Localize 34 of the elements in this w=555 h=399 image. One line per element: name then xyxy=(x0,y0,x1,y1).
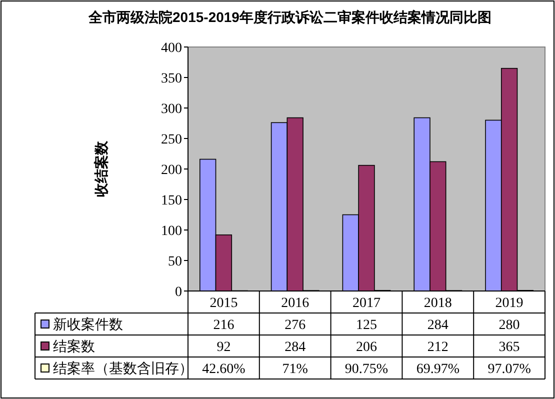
data-label: 216 xyxy=(213,318,234,333)
data-label: 280 xyxy=(498,318,520,333)
data-label: 69.97% xyxy=(416,362,460,377)
data-label: 97.07% xyxy=(488,362,532,377)
y-tick-label: 200 xyxy=(161,163,182,178)
y-tick-label: 150 xyxy=(161,194,182,208)
x-tick-label: 2019 xyxy=(495,296,524,311)
x-tick-label: 2016 xyxy=(281,296,310,311)
data-label: 365 xyxy=(498,340,520,355)
y-tick-label: 50 xyxy=(168,254,182,270)
legend-label: 结案率（基数含旧存） xyxy=(53,360,193,376)
y-axis-title: 收结案数 xyxy=(93,140,109,197)
y-tick-label: 300 xyxy=(161,102,182,117)
legend-label: 结案数 xyxy=(53,338,95,354)
x-tick-label: 2018 xyxy=(424,296,452,311)
data-label: 125 xyxy=(356,318,377,333)
data-label: 284 xyxy=(284,340,306,355)
y-tick-label: 350 xyxy=(161,72,182,86)
data-label: 276 xyxy=(284,318,306,333)
y-tick-label: 100 xyxy=(161,224,182,239)
chart-title: 全市两级法院2015-2019年度行政诉讼二审案件收结案情况同比图 xyxy=(88,9,492,25)
x-tick-label: 2015 xyxy=(210,296,238,311)
data-label: 42.60% xyxy=(202,362,246,377)
data-label: 206 xyxy=(356,340,377,355)
data-label: 92 xyxy=(216,340,231,355)
y-tick-label: 250 xyxy=(161,132,182,148)
legend-label: 新收案件数 xyxy=(53,316,123,332)
data-label: 212 xyxy=(427,340,448,355)
y-tick-label: 400 xyxy=(161,41,182,56)
x-tick-label: 2017 xyxy=(352,296,380,311)
data-label: 284 xyxy=(427,318,448,333)
data-label: 90.75% xyxy=(344,362,388,377)
data-label: 71% xyxy=(282,362,308,377)
y-tick-label: 0 xyxy=(175,285,182,300)
